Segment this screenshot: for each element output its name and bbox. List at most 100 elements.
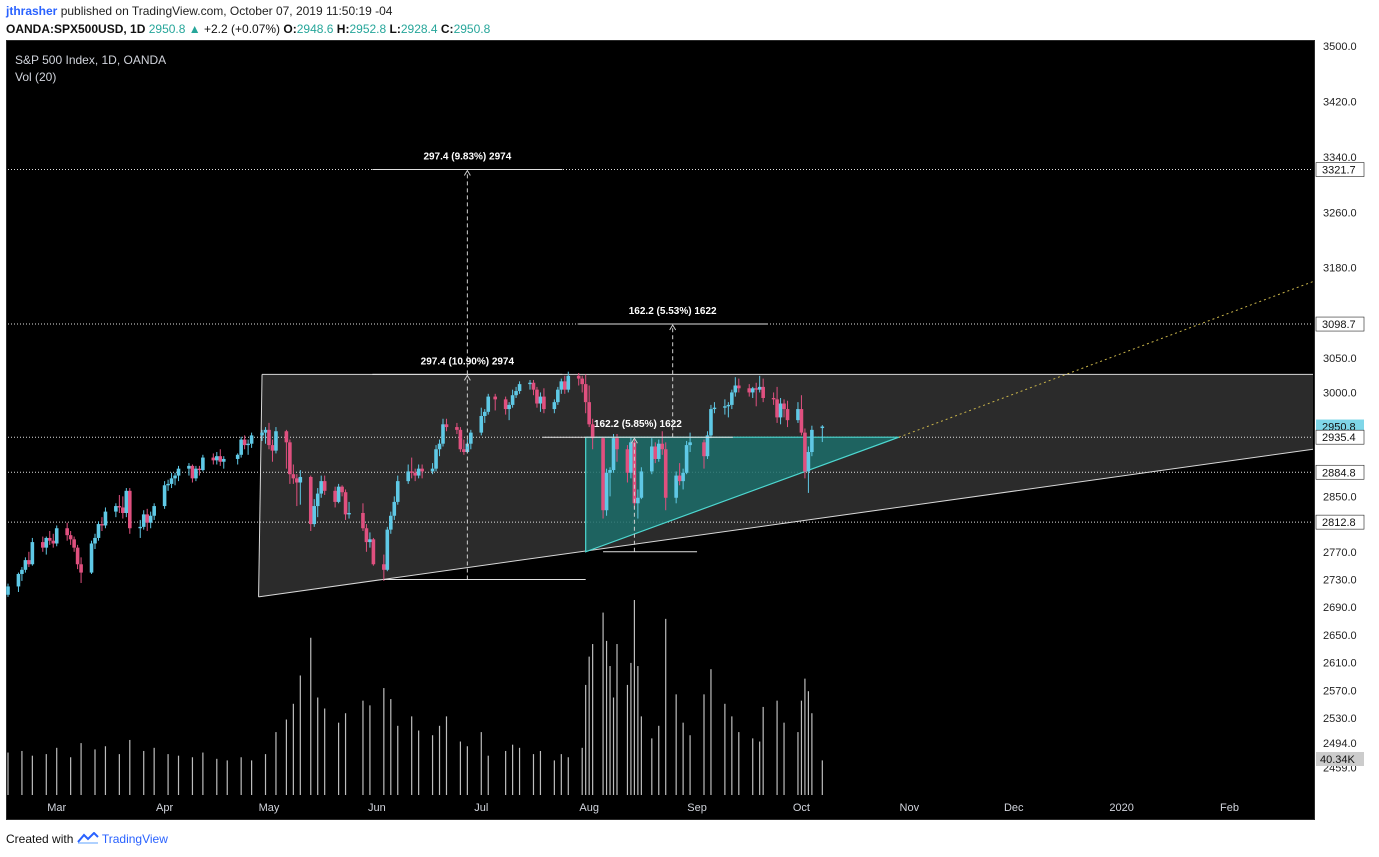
volume-bar bbox=[275, 732, 277, 795]
volume-bar bbox=[56, 747, 58, 795]
candle-body bbox=[629, 442, 633, 473]
candle-body bbox=[333, 490, 337, 502]
candle-body bbox=[246, 443, 250, 446]
price-tick-label: 2850.0 bbox=[1323, 491, 1357, 503]
candle-body bbox=[601, 438, 605, 511]
candle-body bbox=[319, 481, 323, 494]
volume-bar bbox=[609, 666, 611, 795]
candle-body bbox=[145, 514, 149, 523]
candle-body bbox=[563, 381, 567, 390]
volume-bar bbox=[143, 750, 145, 795]
candle-body bbox=[72, 539, 76, 548]
price-tick-label: 2494.0 bbox=[1323, 738, 1357, 750]
candle-body bbox=[803, 432, 807, 472]
publisher-username[interactable]: jthrasher bbox=[6, 4, 58, 18]
candle-body bbox=[458, 429, 463, 450]
candle-body bbox=[810, 429, 814, 453]
volume-bar bbox=[202, 752, 204, 795]
candle-body bbox=[284, 431, 289, 443]
candle-body bbox=[221, 458, 226, 462]
candle-body bbox=[775, 399, 779, 418]
volume-bar bbox=[466, 746, 468, 795]
up-arrow-icon: ▲ bbox=[188, 22, 201, 36]
volume-bar bbox=[383, 688, 385, 795]
volume-bar bbox=[682, 722, 684, 795]
last-price: 2950.8 bbox=[148, 22, 186, 36]
volume-bar bbox=[338, 722, 340, 795]
candle-body bbox=[215, 456, 219, 461]
candle-body bbox=[211, 457, 216, 461]
volume-bar bbox=[397, 725, 399, 795]
candle-body bbox=[176, 468, 181, 476]
volume-bar bbox=[431, 735, 434, 795]
candle-body bbox=[650, 446, 654, 472]
price-tick-label: 3050.0 bbox=[1323, 353, 1357, 365]
time-tick-label: Dec bbox=[1004, 802, 1024, 814]
candle-body bbox=[528, 382, 532, 385]
measure-label: 297.4 (10.90%) 2974 bbox=[421, 356, 515, 367]
candle-body bbox=[709, 409, 713, 436]
candle-body bbox=[44, 537, 49, 548]
volume-bar bbox=[592, 644, 594, 795]
candle-body bbox=[16, 573, 21, 587]
price-tick-label: 2530.0 bbox=[1323, 713, 1357, 725]
candle-body bbox=[239, 439, 243, 455]
candle-body bbox=[343, 492, 348, 515]
candle-body bbox=[730, 392, 734, 405]
price-label-box bbox=[1315, 464, 1365, 480]
candle-body bbox=[197, 468, 202, 471]
volume-bar bbox=[438, 725, 441, 795]
candle-body bbox=[771, 397, 776, 400]
candle-body bbox=[242, 439, 247, 446]
candle-body bbox=[799, 409, 804, 433]
time-tick-label: Mar bbox=[47, 802, 66, 814]
volume-bar bbox=[390, 699, 392, 795]
candle-body bbox=[20, 569, 24, 574]
candle-body bbox=[712, 407, 717, 410]
tradingview-brand[interactable]: TradingView bbox=[101, 832, 168, 846]
candle-body bbox=[409, 471, 414, 473]
candle-body bbox=[639, 471, 644, 498]
candle-body bbox=[705, 435, 710, 457]
candle-body bbox=[312, 506, 317, 525]
candle-body bbox=[590, 424, 595, 439]
volume-bar bbox=[675, 694, 677, 795]
candle-body bbox=[93, 537, 97, 544]
candle-body bbox=[486, 396, 491, 412]
volume-bar bbox=[585, 684, 587, 795]
volume-bar bbox=[553, 760, 555, 795]
price-tick-label: 3000.0 bbox=[1323, 387, 1357, 399]
volume-bar bbox=[310, 637, 312, 795]
candle-body bbox=[263, 429, 268, 433]
candle-body bbox=[778, 403, 783, 418]
candle-body bbox=[566, 375, 571, 390]
price-tick-label: 3260.0 bbox=[1323, 207, 1357, 219]
price-tick-label: 2570.0 bbox=[1323, 685, 1357, 697]
candle-body bbox=[636, 497, 640, 504]
volume-bar bbox=[129, 739, 131, 795]
candle-body bbox=[455, 427, 459, 430]
publish-line: jthrasher published on TradingView.com, … bbox=[6, 4, 392, 18]
close-label: C: bbox=[440, 22, 454, 36]
candle-body bbox=[96, 524, 101, 538]
candle-body bbox=[462, 449, 466, 453]
price-tick-label: 2730.0 bbox=[1323, 575, 1357, 587]
candle-body bbox=[434, 449, 438, 469]
candle-body bbox=[274, 431, 278, 451]
open-value: 2948.6 bbox=[296, 22, 334, 36]
candle-body bbox=[368, 539, 372, 543]
candle-body bbox=[535, 389, 539, 404]
volume-bar bbox=[560, 754, 562, 795]
channel-left-edge bbox=[258, 374, 263, 597]
volume-bar bbox=[710, 669, 712, 795]
candle-body bbox=[41, 542, 45, 548]
price-label-box bbox=[1315, 162, 1365, 177]
candle-body bbox=[615, 438, 619, 450]
candle-body bbox=[6, 586, 10, 595]
candle-body bbox=[469, 432, 473, 444]
candle-body bbox=[218, 456, 223, 462]
candle-body bbox=[542, 396, 546, 410]
candle-body bbox=[726, 404, 731, 407]
candle-body bbox=[677, 475, 682, 482]
